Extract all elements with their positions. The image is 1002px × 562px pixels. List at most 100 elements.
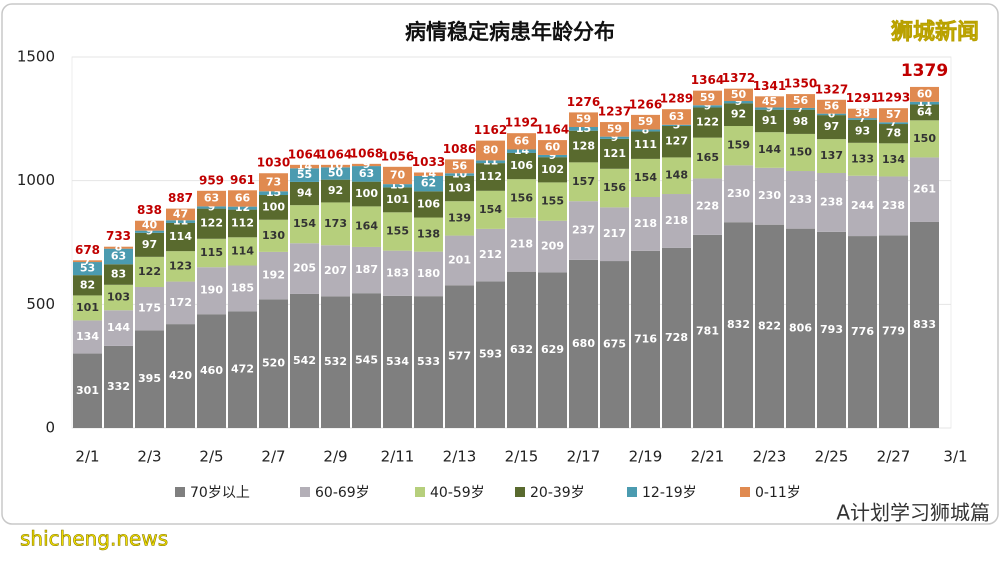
legend-label: 20-39岁 bbox=[530, 485, 585, 501]
value-label: 577 bbox=[448, 350, 471, 363]
bar-segment bbox=[321, 296, 350, 428]
value-label: 78 bbox=[886, 127, 901, 140]
bar-segment bbox=[290, 293, 319, 428]
bar-segment bbox=[228, 237, 257, 266]
legend-label: 70岁以上 bbox=[190, 485, 250, 501]
value-label: 134 bbox=[882, 153, 905, 166]
legend-label: 0-11岁 bbox=[755, 485, 801, 501]
bar-segment bbox=[166, 208, 195, 221]
bar-segment bbox=[879, 122, 908, 125]
value-label: 218 bbox=[510, 238, 533, 251]
bar-segment bbox=[817, 172, 846, 232]
value-label: 56 bbox=[824, 100, 840, 113]
total-label: 1372 bbox=[722, 71, 755, 85]
bar-segment bbox=[135, 232, 164, 257]
value-label: 14 bbox=[421, 167, 437, 180]
legend-swatch bbox=[740, 487, 750, 497]
bar-segment bbox=[290, 181, 319, 206]
bar-segment bbox=[662, 126, 691, 158]
total-label: 1364 bbox=[691, 73, 724, 87]
value-label: 7 bbox=[859, 112, 867, 125]
value-label: 173 bbox=[324, 217, 347, 230]
bar-segment bbox=[693, 137, 722, 179]
bar-segment bbox=[848, 175, 877, 237]
bar-segment bbox=[817, 115, 846, 140]
bar-segment bbox=[724, 126, 753, 166]
value-label: 201 bbox=[448, 253, 471, 266]
bar-segment bbox=[352, 206, 381, 247]
total-label: 1064 bbox=[288, 147, 321, 161]
bar-segment bbox=[538, 157, 567, 183]
value-label: 106 bbox=[417, 197, 440, 210]
bar-segment bbox=[259, 191, 288, 196]
bar-segment bbox=[817, 139, 846, 173]
bar-segment bbox=[662, 124, 691, 127]
x-tick-label: 2/7 bbox=[261, 448, 285, 466]
value-label: 164 bbox=[355, 220, 378, 233]
value-label: 100 bbox=[355, 187, 378, 200]
value-label: 64 bbox=[917, 105, 933, 118]
bar-segment bbox=[755, 132, 784, 168]
value-label: 7 bbox=[797, 102, 805, 115]
bar-segment bbox=[848, 142, 877, 176]
value-label: 9 bbox=[208, 201, 216, 214]
bar-segment bbox=[104, 345, 133, 428]
value-label: 156 bbox=[603, 181, 626, 194]
bar-segment bbox=[817, 231, 846, 428]
value-label: 55 bbox=[297, 168, 312, 181]
value-label: 98 bbox=[793, 115, 808, 128]
value-label: 9 bbox=[363, 158, 371, 171]
bar-segment bbox=[228, 311, 257, 428]
bar-segment bbox=[631, 196, 660, 251]
value-label: 111 bbox=[634, 138, 657, 151]
bar-segment bbox=[693, 178, 722, 235]
value-label: 73 bbox=[266, 175, 281, 188]
value-label: 101 bbox=[76, 301, 99, 314]
bar-segment bbox=[538, 272, 567, 428]
bar-segment bbox=[445, 235, 474, 286]
bar-segment bbox=[259, 251, 288, 300]
bar-segment bbox=[290, 168, 319, 182]
value-label: 8 bbox=[642, 123, 650, 136]
value-label: 793 bbox=[820, 323, 843, 336]
value-label: 82 bbox=[80, 278, 95, 291]
bar-segment bbox=[631, 129, 660, 132]
bar-segment bbox=[73, 295, 102, 321]
bar-segment bbox=[414, 175, 443, 192]
bar-segment bbox=[321, 164, 350, 168]
value-label: 237 bbox=[572, 224, 595, 237]
value-label: 106 bbox=[510, 159, 533, 172]
bar-segment bbox=[538, 220, 567, 273]
bar-segment bbox=[476, 228, 505, 282]
value-label: 45 bbox=[762, 95, 777, 108]
x-tick-label: 2/19 bbox=[629, 448, 663, 466]
value-label: 185 bbox=[231, 281, 254, 294]
total-label: 1033 bbox=[412, 155, 445, 169]
bar-segment bbox=[321, 245, 350, 297]
value-label: 9 bbox=[549, 149, 557, 162]
bar-segment bbox=[414, 172, 443, 176]
bar-segment bbox=[755, 109, 784, 133]
value-label: 159 bbox=[727, 139, 750, 152]
bar-segment bbox=[724, 222, 753, 428]
bar-segment bbox=[786, 228, 815, 428]
value-label: 56 bbox=[793, 94, 809, 107]
value-label: 9 bbox=[146, 225, 154, 238]
bar-segment bbox=[693, 105, 722, 108]
value-label: 533 bbox=[417, 355, 440, 368]
bar-segment bbox=[321, 202, 350, 246]
bar-segment bbox=[693, 107, 722, 138]
bar-segment bbox=[786, 109, 815, 134]
bar-segment bbox=[104, 246, 133, 249]
value-label: 122 bbox=[200, 217, 223, 230]
total-label: 961 bbox=[230, 173, 255, 187]
value-label: 205 bbox=[293, 262, 316, 275]
bar-segment bbox=[600, 138, 629, 169]
value-label: 207 bbox=[324, 264, 347, 277]
value-label: 148 bbox=[665, 169, 688, 182]
bar-segment bbox=[73, 320, 102, 354]
total-label: 1350 bbox=[784, 77, 817, 91]
value-label: 228 bbox=[696, 200, 719, 213]
total-label: 1289 bbox=[660, 92, 693, 106]
